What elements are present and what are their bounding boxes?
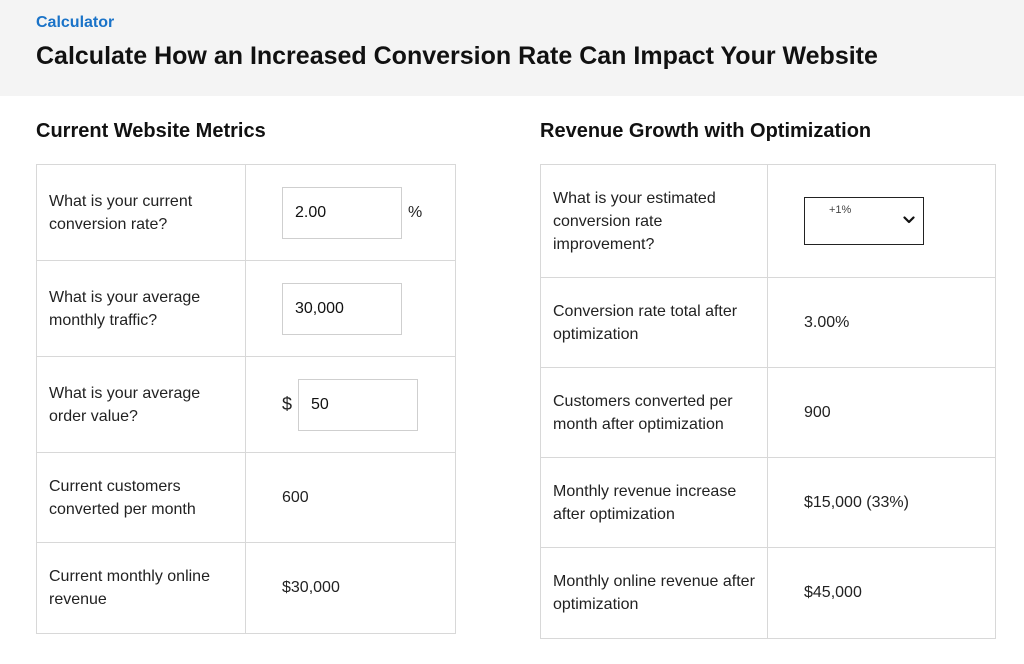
revenue-after-label: Monthly online revenue after optimizatio… [541,548,768,638]
revenue-growth-title: Revenue Growth with Optimization [540,120,872,142]
order-value-label: What is your average order value? [37,357,246,452]
monthly-traffic-label: What is your average monthly traffic? [37,261,246,356]
monthly-traffic-cell [246,261,455,356]
customers-after-row: Customers converted per month after opti… [541,368,995,458]
customers-after-value: 900 [804,403,831,421]
revenue-after-row: Monthly online revenue after optimizatio… [541,548,995,638]
page-title: Calculate How an Increased Conversion Ra… [36,42,878,70]
chevron-down-icon [903,216,915,224]
current-customers-row: Current customers converted per month 60… [37,453,455,543]
percent-suffix: % [408,203,423,221]
eyebrow-label: Calculator [36,14,115,31]
monthly-traffic-row: What is your average monthly traffic? [37,261,455,357]
conversion-total-value: 3.00% [804,313,850,331]
order-value-cell: $ [246,357,455,452]
revenue-increase-value: $15,000 (33%) [804,493,909,511]
dollar-prefix: $ [282,394,293,414]
improvement-label: What is your estimated conversion rate i… [541,165,768,277]
current-metrics-table: What is your current conversion rate? % … [36,164,456,634]
revenue-increase-label: Monthly revenue increase after optimizat… [541,458,768,547]
customers-after-label: Customers converted per month after opti… [541,368,768,457]
conversion-rate-row: What is your current conversion rate? % [37,165,455,261]
page-header: Calculator Calculate How an Increased Co… [0,0,1024,96]
improvement-select[interactable]: +1% [804,197,924,245]
conversion-total-row: Conversion rate total after optimization… [541,278,995,368]
current-revenue-row: Current monthly online revenue $30,000 [37,543,455,633]
order-value-input[interactable] [298,378,419,431]
current-customers-label: Current customers converted per month [37,453,246,542]
conversion-rate-label: What is your current conversion rate? [37,165,246,260]
improvement-row: What is your estimated conversion rate i… [541,165,995,278]
conversion-rate-input[interactable] [282,186,402,239]
improvement-select-value: +1% [829,204,852,216]
conversion-rate-cell: % [246,165,455,260]
order-value-row: What is your average order value? $ [37,357,455,453]
conversion-total-label: Conversion rate total after optimization [541,278,768,367]
revenue-growth-table: What is your estimated conversion rate i… [540,164,996,639]
current-customers-value: 600 [282,488,309,506]
current-metrics-title: Current Website Metrics [36,120,266,142]
improvement-cell: +1% [768,165,995,277]
monthly-traffic-input[interactable] [282,282,402,335]
revenue-after-value: $45,000 [804,584,862,601]
revenue-increase-row: Monthly revenue increase after optimizat… [541,458,995,548]
current-revenue-label: Current monthly online revenue [37,543,246,633]
current-revenue-value: $30,000 [282,579,340,596]
